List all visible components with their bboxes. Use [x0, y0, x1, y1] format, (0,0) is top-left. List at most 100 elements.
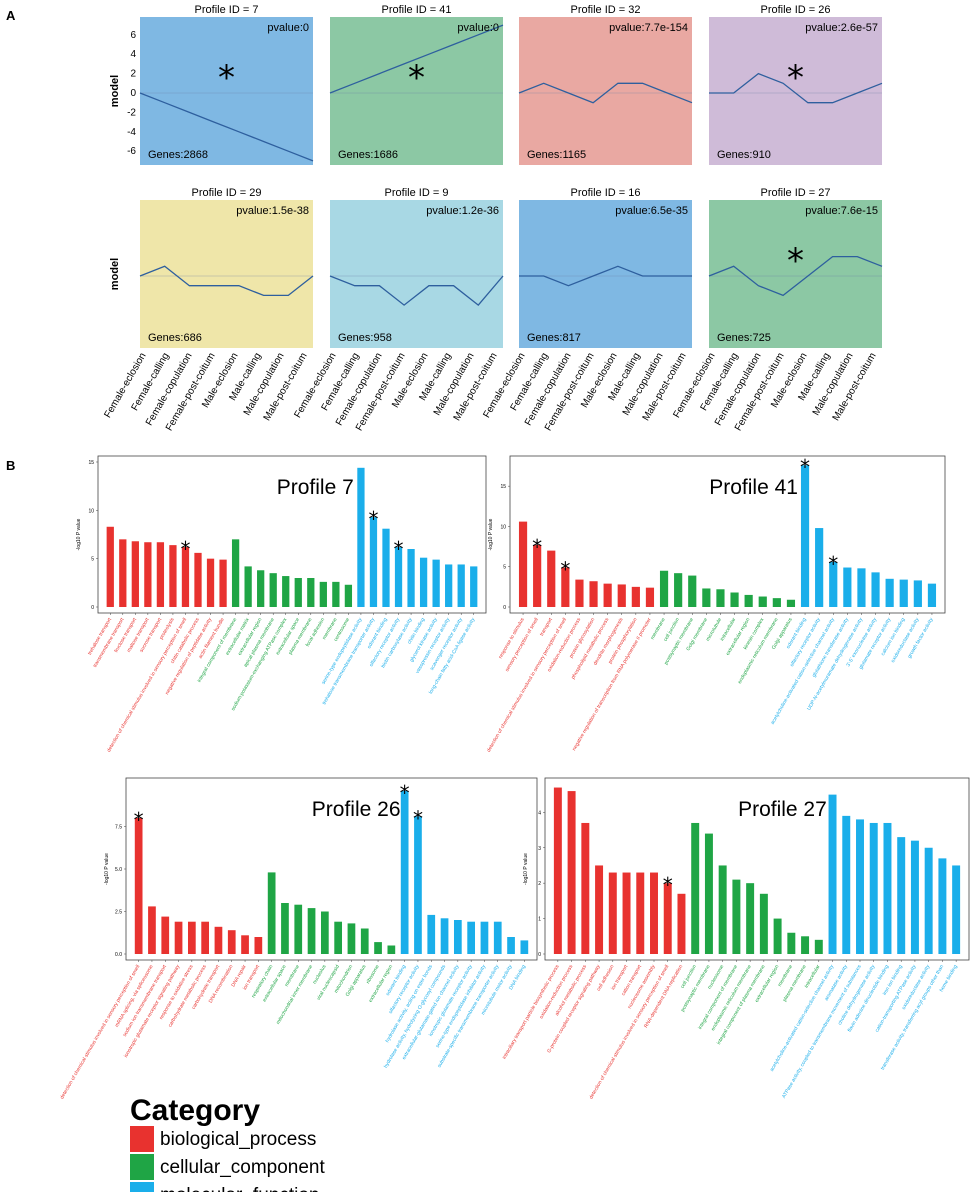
- y-tick-label: -2: [127, 107, 136, 118]
- go-bar: [897, 837, 906, 954]
- go-bar: [871, 572, 880, 607]
- profile-background: [330, 17, 503, 165]
- go-bar: [119, 539, 127, 607]
- go-bar-star: *: [560, 558, 570, 582]
- profile-genes: Genes:725: [717, 332, 771, 344]
- go-bar: [174, 921, 183, 954]
- profile-model-line: [519, 265, 692, 287]
- go-bar: [307, 908, 316, 954]
- go-bar: [332, 581, 340, 607]
- go-bar: [924, 847, 933, 954]
- go-bar: [883, 822, 892, 954]
- go-y-axis-label: -log10 P value: [76, 518, 82, 550]
- go-bar-star: *: [828, 552, 838, 576]
- go-bar: [815, 528, 824, 607]
- go-bar: [131, 541, 139, 607]
- go-panel-title: Profile 27: [738, 798, 827, 821]
- panel-a-label: A: [6, 8, 16, 23]
- go-y-axis-label: -log10 P value: [523, 853, 529, 885]
- go-bar: [440, 918, 449, 954]
- go-bar: [842, 815, 851, 954]
- y-tick-label: -4: [127, 127, 136, 138]
- profile-panel: Profile ID = 27pvalue:7.6e-15Genes:725*F…: [671, 187, 883, 433]
- go-bar: [206, 558, 215, 607]
- go-bar: [567, 791, 576, 954]
- go-bar: [659, 570, 669, 607]
- go-bar: [732, 879, 741, 954]
- go-y-tick-label: 4: [538, 810, 541, 816]
- y-tick-label: 4: [130, 49, 136, 60]
- go-bar: [254, 937, 263, 954]
- go-bar: [148, 906, 156, 954]
- go-bar: [427, 914, 436, 954]
- go-y-axis-label: -log10 P value: [488, 518, 494, 550]
- y-tick-label: 2: [130, 69, 136, 80]
- profile-model-line: [518, 82, 693, 104]
- go-bar: [480, 921, 489, 954]
- go-bar: [106, 526, 114, 607]
- panel-b-label: B: [6, 458, 15, 473]
- go-bar: [603, 583, 612, 607]
- profile-pvalue: pvalue:0: [267, 22, 309, 34]
- go-bar: [829, 561, 838, 607]
- significance-star: *: [218, 58, 235, 98]
- go-bar-star: *: [532, 535, 542, 559]
- go-panel-title: Profile 7: [277, 476, 354, 499]
- go-bar: [394, 547, 403, 607]
- profile-model-line: [708, 255, 883, 297]
- go-bar: [307, 578, 315, 607]
- category-legend: Category biological_process cellular_comp…: [130, 1094, 325, 1192]
- go-y-tick-label: 5: [91, 557, 94, 563]
- go-bar: [856, 819, 864, 954]
- profile-title: Profile ID = 7: [195, 4, 259, 16]
- go-bar: [357, 467, 365, 607]
- go-bar: [432, 559, 440, 607]
- profile-background: [709, 17, 882, 165]
- profile-title: Profile ID = 26: [760, 4, 830, 16]
- go-bar: [857, 568, 866, 607]
- go-bar: [294, 904, 303, 954]
- go-bar: [561, 567, 570, 607]
- y-tick-label: 0: [130, 88, 136, 99]
- go-bar: [533, 544, 542, 607]
- go-bar: [419, 557, 428, 607]
- profile-background: [330, 200, 503, 348]
- profile-model-line: [139, 92, 314, 162]
- go-bar: [704, 833, 713, 954]
- go-bar: [257, 570, 265, 607]
- go-bar: [899, 579, 908, 607]
- significance-star: *: [787, 58, 804, 98]
- go-bar: [691, 822, 700, 954]
- profile-title: Profile ID = 16: [570, 187, 640, 199]
- y-tick-label: -6: [127, 146, 136, 157]
- go-bar: [843, 567, 852, 607]
- go-panel-title: Profile 41: [709, 476, 798, 499]
- go-bar: [520, 940, 529, 954]
- profile-panel: Profile ID = 26 pvalue:2.6e-57 Genes:910 *: [709, 4, 883, 165]
- go-bar: [414, 816, 422, 954]
- go-bar-star: *: [663, 873, 673, 897]
- go-bar: [344, 584, 353, 607]
- profile-pvalue: pvalue:6.5e-35: [615, 205, 688, 217]
- go-bar: [231, 539, 240, 607]
- go-bar: [320, 911, 329, 954]
- profile-background: [709, 200, 882, 348]
- profile-pvalue: pvalue:1.2e-36: [426, 205, 499, 217]
- profile-model-line: [329, 275, 504, 306]
- profile-title: Profile ID = 29: [191, 187, 261, 199]
- go-bar: [369, 517, 378, 607]
- go-bar: [674, 573, 683, 607]
- profile-background: [140, 17, 313, 165]
- profile-pvalue: pvalue:1.5e-38: [236, 205, 309, 217]
- profile-model-line: [139, 265, 314, 297]
- legend-item-label: molecular_function: [160, 1185, 319, 1192]
- legend-swatch: [130, 1126, 154, 1152]
- profile-grid: Profile ID = 7 pvalue:0 Genes:2868 * model 6 4…: [102, 4, 883, 433]
- go-bar: [553, 787, 562, 954]
- legend-item-label: biological_process: [160, 1129, 316, 1150]
- go-bar: [518, 521, 528, 607]
- go-bar-star: *: [134, 808, 144, 832]
